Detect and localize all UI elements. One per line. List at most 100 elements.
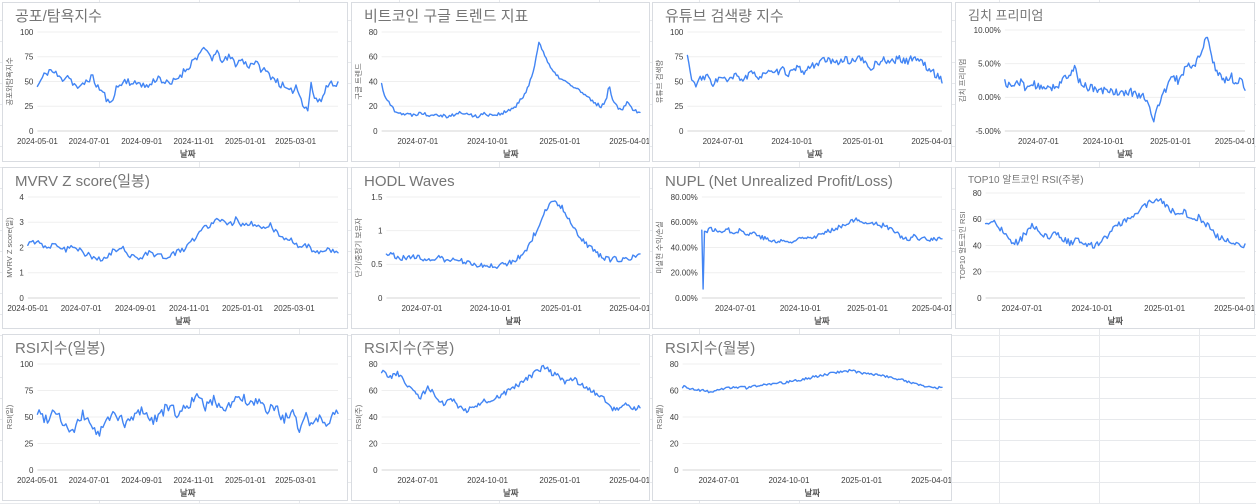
chart-card-top10-altcoin-rsi[interactable]: TOP10 알트코인 RSI(주봉) 0 20 40 60 80 2024-07-01 20… [955, 167, 1255, 329]
chart-card-hodl-waves[interactable]: HODL Waves 0 0.5 1 1.5 2024-07-01 2024-10-01 2… [351, 167, 650, 329]
svg-text:2025-01-01: 2025-01-01 [1150, 137, 1191, 146]
chart-title: HODL Waves [364, 173, 455, 190]
svg-text:2025-01-01: 2025-01-01 [225, 137, 266, 146]
chart-card-mvrv-z-score[interactable]: MVRV Z score(일봉) 0 1 2 3 4 2024-05-01 2024-07-… [2, 167, 348, 329]
svg-text:75: 75 [674, 53, 683, 62]
chart-title: NUPL (Net Unrealized Profit/Loss) [665, 173, 893, 190]
svg-text:2024-05-01: 2024-05-01 [17, 476, 58, 485]
svg-text:100: 100 [20, 360, 34, 369]
svg-text:2024-11-01: 2024-11-01 [174, 476, 215, 485]
svg-text:0.00%: 0.00% [675, 294, 698, 303]
svg-text:80: 80 [369, 28, 378, 37]
svg-text:2025-01-01: 2025-01-01 [847, 304, 888, 313]
svg-text:TOP10 알트코인 RSI: TOP10 알트코인 RSI [957, 212, 967, 280]
svg-text:2024-11-01: 2024-11-01 [169, 304, 210, 313]
chart-card-nupl[interactable]: NUPL (Net Unrealized Profit/Loss) 0.00% 2… [652, 167, 952, 329]
svg-text:2024-09-01: 2024-09-01 [121, 137, 162, 146]
svg-text:2024-10-01: 2024-10-01 [780, 304, 821, 313]
svg-text:2025-01-01: 2025-01-01 [539, 476, 580, 485]
svg-text:25: 25 [24, 102, 33, 111]
chart-title: RSI지수(주봉) [364, 340, 455, 357]
svg-text:2025-04-01: 2025-04-01 [911, 137, 951, 146]
svg-text:40: 40 [369, 413, 378, 422]
svg-text:2025-03-01: 2025-03-01 [275, 476, 316, 485]
svg-text:2025-04-01: 2025-04-01 [609, 304, 649, 313]
chart-plot: 0 25 50 75 100 2024-05-01 2024-07-01 2024-09-01… [3, 26, 347, 161]
svg-text:2024-07-01: 2024-07-01 [69, 137, 110, 146]
svg-text:MVRV Z score(일): MVRV Z score(일) [5, 217, 14, 278]
svg-text:-5.00%: -5.00% [975, 127, 1000, 136]
svg-text:80.00%: 80.00% [671, 193, 698, 202]
svg-text:날짜: 날짜 [503, 488, 519, 498]
svg-text:25: 25 [674, 102, 683, 111]
chart-card-kimchi-premium[interactable]: 김치 프리미엄 -5.00% 0.00% 5.00% 10.00% 2024-07-01… [955, 2, 1255, 162]
svg-text:0: 0 [29, 466, 34, 475]
svg-text:0: 0 [373, 127, 378, 136]
svg-text:2025-04-01: 2025-04-01 [912, 304, 951, 313]
chart-plot: 0 0.5 1 1.5 2024-07-01 2024-10-01 2025-01-01 20… [352, 191, 649, 328]
svg-text:20: 20 [973, 268, 982, 277]
svg-text:2024-10-01: 2024-10-01 [470, 304, 511, 313]
svg-text:날짜: 날짜 [814, 316, 830, 326]
svg-text:80: 80 [973, 189, 982, 198]
svg-text:2025-01-01: 2025-01-01 [841, 476, 882, 485]
svg-text:2024-10-01: 2024-10-01 [1083, 137, 1124, 146]
svg-text:2024-07-01: 2024-07-01 [401, 304, 442, 313]
chart-plot: 0 20 40 60 80 2024-07-01 2024-10-01 2025-01-01 2… [653, 358, 951, 500]
svg-text:20.00%: 20.00% [671, 269, 698, 278]
svg-text:4: 4 [19, 193, 24, 202]
svg-text:10.00%: 10.00% [974, 26, 1001, 35]
chart-card-youtube-search-index[interactable]: 유튜브 검색량 지수 0 25 50 75 100 2024-07-01 2024-10-0… [652, 2, 952, 162]
svg-text:2024-10-01: 2024-10-01 [768, 476, 809, 485]
svg-text:2024-11-01: 2024-11-01 [174, 137, 215, 146]
svg-text:60: 60 [369, 53, 378, 62]
svg-text:40: 40 [369, 77, 378, 86]
svg-text:2024-07-01: 2024-07-01 [397, 137, 438, 146]
svg-text:2024-07-01: 2024-07-01 [715, 304, 756, 313]
svg-text:2024-05-01: 2024-05-01 [7, 304, 48, 313]
svg-text:2025-04-01: 2025-04-01 [911, 476, 951, 485]
svg-text:2024-10-01: 2024-10-01 [771, 137, 812, 146]
chart-plot: 0 25 50 75 100 2024-05-01 2024-07-01 2024-09-01… [3, 358, 347, 500]
svg-text:0: 0 [29, 127, 34, 136]
chart-title: 유튜브 검색량 지수 [665, 8, 784, 25]
svg-text:2024-10-01: 2024-10-01 [1071, 304, 1112, 313]
chart-card-btc-google-trends[interactable]: 비트코인 구글 트렌드 지표 0 20 40 60 80 2024-07-01 2024-1… [351, 2, 650, 162]
svg-text:2025-03-01: 2025-03-01 [274, 304, 315, 313]
svg-text:20: 20 [369, 439, 378, 448]
svg-text:60: 60 [973, 215, 982, 224]
chart-plot: 0 20 40 60 80 2024-07-01 2024-10-01 2025-01-01 2… [352, 358, 649, 500]
svg-text:2024-05-01: 2024-05-01 [17, 137, 58, 146]
svg-text:75: 75 [24, 53, 33, 62]
svg-text:1.5: 1.5 [371, 193, 383, 202]
svg-text:2024-10-01: 2024-10-01 [467, 137, 508, 146]
svg-text:0.00%: 0.00% [978, 93, 1001, 102]
svg-text:유튜브 검색량: 유튜브 검색량 [654, 60, 664, 104]
svg-text:날짜: 날짜 [807, 149, 823, 159]
svg-text:2025-04-01: 2025-04-01 [609, 137, 649, 146]
svg-text:5.00%: 5.00% [978, 59, 1001, 68]
svg-text:날짜: 날짜 [175, 316, 191, 326]
svg-text:1: 1 [378, 226, 383, 235]
svg-text:2024-07-01: 2024-07-01 [69, 476, 110, 485]
svg-text:0: 0 [977, 294, 982, 303]
svg-text:60.00%: 60.00% [671, 218, 698, 227]
svg-text:2024-07-01: 2024-07-01 [1018, 137, 1059, 146]
chart-card-rsi-monthly[interactable]: RSI지수(월봉) 0 20 40 60 80 2024-07-01 2024-10-01 2… [652, 334, 952, 501]
chart-card-rsi-daily[interactable]: RSI지수(일봉) 0 25 50 75 100 2024-05-01 2024-07-01… [2, 334, 348, 501]
svg-text:날짜: 날짜 [1117, 149, 1133, 159]
svg-text:25: 25 [24, 439, 33, 448]
svg-text:40: 40 [973, 241, 982, 250]
svg-text:2025-01-01: 2025-01-01 [222, 304, 263, 313]
svg-text:미실현 수익/손실: 미실현 수익/손실 [654, 221, 664, 274]
svg-text:단기/중장기 보유자: 단기/중장기 보유자 [353, 218, 363, 277]
chart-card-fear-greed-index[interactable]: 공포/탐욕지수 0 25 50 75 100 2024-05-01 2024-07-01 20… [2, 2, 348, 162]
svg-text:RSI(주): RSI(주) [354, 404, 363, 429]
chart-card-rsi-weekly[interactable]: RSI지수(주봉) 0 20 40 60 80 2024-07-01 2024-10-01 2… [351, 334, 650, 501]
svg-text:날짜: 날짜 [1107, 316, 1123, 326]
svg-text:50: 50 [24, 77, 33, 86]
svg-text:김치 프리미엄: 김치 프리미엄 [957, 59, 967, 102]
svg-text:0: 0 [373, 466, 378, 475]
svg-text:75: 75 [24, 386, 33, 395]
svg-text:1: 1 [19, 269, 24, 278]
